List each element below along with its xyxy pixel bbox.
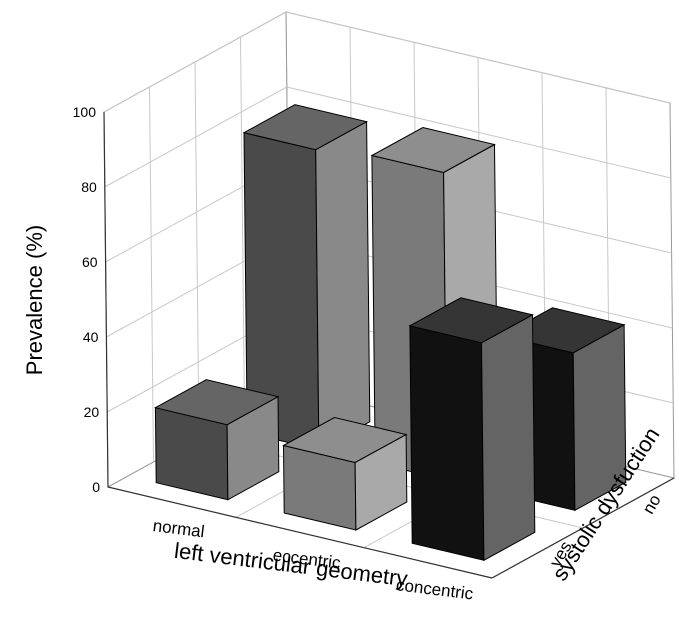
- bar-eccentric-yes: [282, 416, 408, 531]
- left-wall-vertical-gridline: [194, 61, 200, 438]
- y-tick-label: 40: [83, 329, 99, 345]
- bar-side-face: [480, 313, 536, 562]
- bar-top-face: [408, 297, 534, 344]
- bar-top-face: [242, 104, 368, 151]
- y-axis-title: Prevalence (%): [22, 225, 47, 375]
- y-tick-label: 20: [84, 404, 100, 420]
- y-tick-label: 100: [73, 104, 97, 120]
- bar-side-face: [315, 120, 371, 451]
- bar-top-face: [154, 379, 280, 426]
- y-tick-label: 60: [82, 254, 98, 270]
- bar-front-face: [409, 325, 485, 561]
- axis-line: [491, 477, 675, 579]
- bars: [154, 104, 627, 562]
- bar-normal-yes: [154, 379, 280, 501]
- bar-concentric-yes: [408, 297, 536, 562]
- y-tick-label: 0: [92, 479, 100, 495]
- y-axis-ticks: 0 20 40 60 80 100: [73, 104, 101, 495]
- left-wall-vertical-gridline: [149, 86, 154, 463]
- axis-line: [103, 111, 109, 488]
- bar-top-face: [282, 416, 408, 464]
- left-wall-vertical-gridline: [240, 36, 245, 413]
- axis-line: [107, 486, 493, 579]
- bar-top-face: [370, 126, 496, 174]
- y-tick-label: 80: [81, 179, 97, 195]
